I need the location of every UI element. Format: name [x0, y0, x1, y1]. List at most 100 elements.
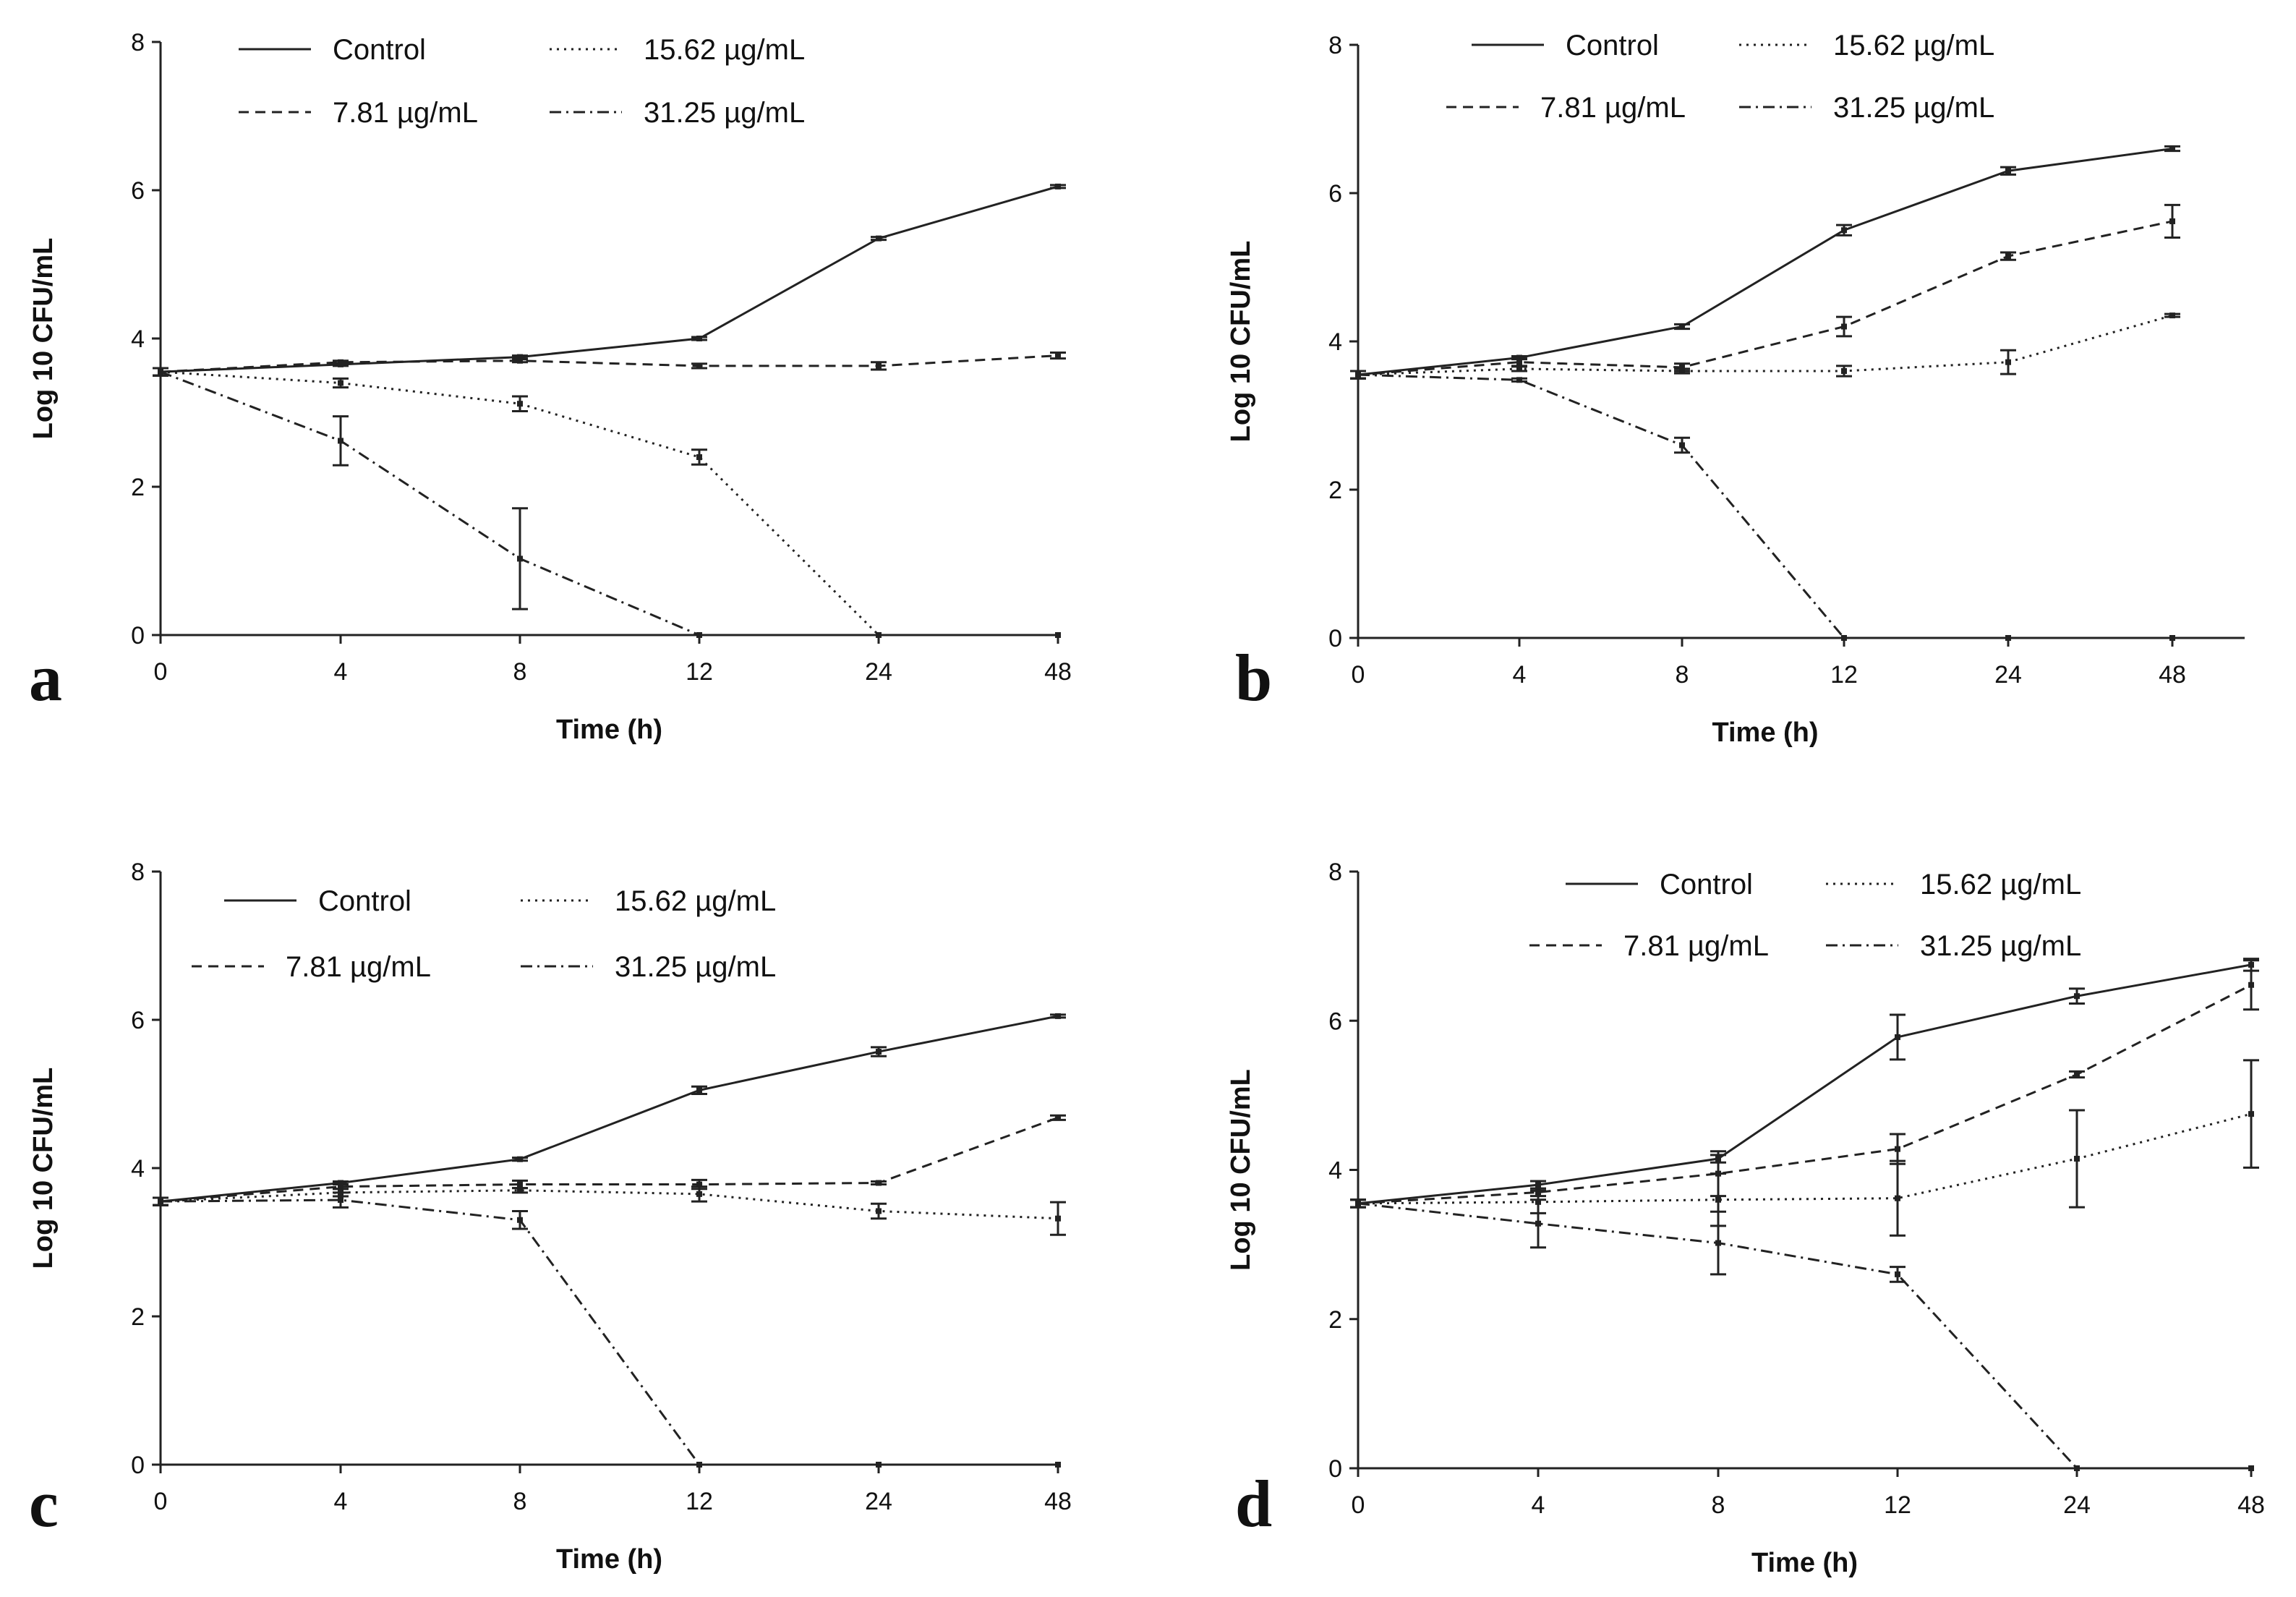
data-point: [1516, 377, 1522, 383]
data-point: [1679, 442, 1685, 448]
data-point: [1895, 1146, 1900, 1152]
legend-label: Control: [1660, 869, 1753, 900]
x-tick-label: 4: [1513, 661, 1527, 689]
x-tick-label: 8: [1676, 661, 1689, 689]
data-point: [1055, 1462, 1061, 1468]
y-tick-label: 8: [131, 29, 145, 56]
y-tick-label: 2: [1328, 477, 1342, 504]
y-tick-label: 2: [131, 1303, 145, 1331]
data-point: [1355, 1200, 1361, 1206]
x-tick-label: 24: [865, 658, 892, 686]
legend-label: 15.62 µg/mL: [644, 34, 805, 66]
legend-label: 15.62 µg/mL: [615, 885, 776, 917]
legend-label: Control: [1566, 30, 1659, 61]
y-axis-title: Log 10 CFU/mL: [28, 238, 59, 440]
y-tick-label: 2: [131, 474, 145, 501]
y-tick-label: 0: [1328, 1455, 1342, 1483]
data-point: [338, 438, 343, 444]
data-point: [696, 454, 702, 460]
data-point: [158, 1198, 163, 1205]
y-tick-label: 0: [131, 1452, 145, 1479]
x-tick-label: 24: [2063, 1491, 2091, 1519]
x-tick-label: 48: [2159, 661, 2186, 689]
series-line-dashed: [160, 354, 1059, 373]
data-point: [1841, 368, 1847, 374]
x-axis-title: Time (h): [1712, 717, 1818, 748]
data-point: [517, 1187, 523, 1193]
y-tick-label: 8: [1328, 32, 1342, 59]
data-point: [1516, 359, 1522, 365]
legend-label: 15.62 µg/mL: [1833, 30, 1994, 61]
data-point: [2074, 1465, 2080, 1471]
data-point: [1895, 1271, 1900, 1277]
y-tick-label: 4: [1328, 328, 1342, 356]
legend-label: 31.25 µg/mL: [1920, 930, 2081, 962]
data-point: [1715, 1196, 1721, 1203]
y-tick-label: 4: [1328, 1157, 1342, 1185]
data-point: [338, 1197, 343, 1204]
y-tick-label: 2: [1328, 1306, 1342, 1334]
data-point: [1679, 323, 1685, 330]
data-point: [517, 1156, 523, 1162]
series-line-dashed: [1357, 984, 2252, 1205]
data-point: [2248, 1465, 2254, 1471]
x-tick-label: 24: [865, 1488, 892, 1515]
data-point: [2074, 993, 2080, 1000]
data-point: [1841, 227, 1847, 234]
series-line-solid: [160, 1015, 1059, 1203]
data-point: [2169, 218, 2175, 224]
y-tick-label: 4: [131, 325, 145, 353]
data-point: [1841, 635, 1847, 641]
data-point: [876, 362, 882, 369]
data-point: [1516, 365, 1522, 372]
series-line-dotted: [1357, 314, 2173, 376]
data-point: [2005, 635, 2011, 641]
x-tick-label: 0: [1352, 661, 1365, 689]
data-point: [876, 1049, 882, 1055]
x-tick-label: 12: [686, 1488, 713, 1515]
series-line-dashdot: [1357, 373, 2172, 639]
data-point: [1841, 323, 1847, 330]
x-tick-label: 4: [1532, 1491, 1545, 1519]
x-tick-label: 12: [1884, 1491, 1911, 1519]
x-tick-label: 48: [2237, 1491, 2265, 1519]
data-point: [1895, 1195, 1900, 1201]
x-tick-label: 48: [1044, 1488, 1072, 1515]
legend-label: 15.62 µg/mL: [1920, 869, 2081, 900]
legend-label: 31.25 µg/mL: [644, 97, 805, 129]
y-tick-label: 6: [131, 177, 145, 205]
data-point: [696, 1462, 702, 1468]
data-point: [517, 1217, 523, 1223]
x-tick-label: 4: [334, 1488, 348, 1515]
data-point: [338, 1183, 343, 1190]
legend-label: Control: [318, 885, 411, 917]
data-point: [696, 336, 702, 341]
data-point: [876, 235, 882, 242]
y-tick-label: 8: [1328, 859, 1342, 886]
x-axis-title: Time (h): [1751, 1548, 1858, 1578]
data-point: [696, 632, 702, 638]
data-point: [1679, 368, 1685, 374]
y-axis-title: Log 10 CFU/mL: [1226, 241, 1256, 443]
series-line-solid: [1357, 963, 2252, 1205]
data-point: [2074, 1071, 2080, 1078]
data-point: [1055, 183, 1061, 189]
legend-label: 7.81 µg/mL: [1540, 92, 1686, 124]
data-point: [517, 555, 523, 562]
x-tick-label: 0: [154, 658, 168, 686]
legend-label: Control: [333, 34, 426, 66]
data-point: [876, 1208, 882, 1214]
data-point: [1715, 1240, 1721, 1246]
x-axis-title: Time (h): [556, 715, 662, 745]
x-tick-label: 12: [686, 658, 713, 686]
x-tick-label: 24: [1994, 661, 2022, 689]
data-point: [338, 359, 343, 365]
data-point: [338, 380, 343, 386]
series-line-dashdot: [160, 370, 1058, 636]
series-line-dashed: [1357, 220, 2173, 376]
data-point: [2005, 168, 2011, 174]
data-point: [2248, 981, 2254, 988]
